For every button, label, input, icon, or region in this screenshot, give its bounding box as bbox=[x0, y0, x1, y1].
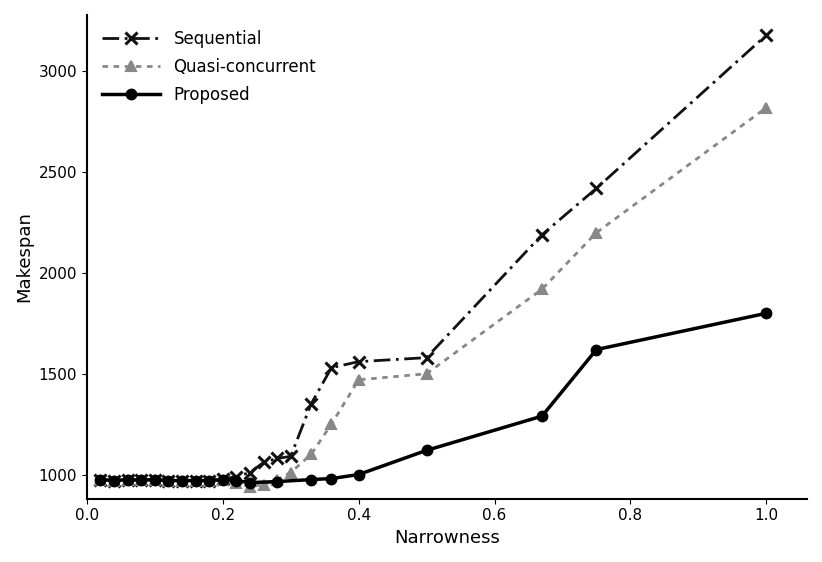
Sequential bbox=[164, 477, 173, 484]
Proposed bbox=[306, 476, 316, 483]
Legend: Sequential, Quasi-concurrent, Proposed: Sequential, Quasi-concurrent, Proposed bbox=[95, 24, 323, 111]
Sequential bbox=[232, 473, 242, 480]
Sequential bbox=[306, 401, 316, 407]
Sequential bbox=[122, 476, 132, 483]
Sequential bbox=[761, 32, 771, 39]
Sequential bbox=[422, 354, 432, 361]
Y-axis label: Makespan: Makespan bbox=[15, 211, 33, 302]
Quasi-concurrent bbox=[122, 476, 132, 483]
Proposed bbox=[122, 476, 132, 483]
X-axis label: Narrowness: Narrowness bbox=[394, 529, 500, 547]
Sequential bbox=[218, 475, 228, 482]
Quasi-concurrent bbox=[306, 451, 316, 458]
Quasi-concurrent bbox=[245, 483, 255, 490]
Sequential bbox=[150, 476, 159, 483]
Proposed bbox=[272, 478, 282, 485]
Sequential bbox=[272, 455, 282, 462]
Quasi-concurrent bbox=[177, 477, 187, 484]
Proposed bbox=[761, 310, 771, 316]
Quasi-concurrent bbox=[136, 477, 146, 483]
Proposed bbox=[353, 471, 363, 478]
Quasi-concurrent bbox=[150, 476, 159, 483]
Proposed bbox=[326, 475, 336, 482]
Proposed bbox=[537, 413, 547, 419]
Quasi-concurrent bbox=[259, 481, 269, 488]
Sequential bbox=[592, 185, 602, 192]
Sequential bbox=[191, 477, 201, 484]
Quasi-concurrent bbox=[353, 377, 363, 383]
Quasi-concurrent bbox=[218, 477, 228, 483]
Sequential bbox=[286, 453, 296, 460]
Sequential bbox=[259, 459, 269, 466]
Quasi-concurrent bbox=[761, 105, 771, 111]
Proposed bbox=[177, 477, 187, 484]
Quasi-concurrent bbox=[272, 476, 282, 483]
Proposed bbox=[592, 346, 602, 353]
Quasi-concurrent bbox=[191, 477, 201, 484]
Quasi-concurrent bbox=[164, 477, 173, 484]
Proposed bbox=[109, 477, 119, 484]
Proposed bbox=[164, 477, 173, 484]
Proposed bbox=[150, 476, 159, 483]
Quasi-concurrent bbox=[232, 479, 242, 486]
Quasi-concurrent bbox=[422, 370, 432, 377]
Line: Proposed: Proposed bbox=[95, 309, 771, 487]
Quasi-concurrent bbox=[109, 477, 119, 484]
Sequential bbox=[245, 469, 255, 476]
Sequential bbox=[136, 477, 146, 483]
Quasi-concurrent bbox=[592, 229, 602, 236]
Proposed bbox=[245, 479, 255, 486]
Sequential bbox=[109, 477, 119, 484]
Sequential bbox=[353, 359, 363, 365]
Sequential bbox=[95, 476, 105, 483]
Sequential bbox=[177, 477, 187, 484]
Line: Quasi-concurrent: Quasi-concurrent bbox=[95, 103, 771, 492]
Proposed bbox=[218, 476, 228, 483]
Proposed bbox=[204, 477, 214, 484]
Proposed bbox=[422, 447, 432, 454]
Quasi-concurrent bbox=[204, 477, 214, 484]
Line: Sequential: Sequential bbox=[95, 30, 772, 486]
Quasi-concurrent bbox=[95, 476, 105, 483]
Quasi-concurrent bbox=[286, 469, 296, 476]
Proposed bbox=[95, 476, 105, 483]
Proposed bbox=[136, 477, 146, 483]
Sequential bbox=[204, 477, 214, 484]
Quasi-concurrent bbox=[326, 421, 336, 428]
Proposed bbox=[191, 477, 201, 484]
Sequential bbox=[537, 232, 547, 238]
Quasi-concurrent bbox=[537, 285, 547, 292]
Proposed bbox=[232, 477, 242, 484]
Sequential bbox=[326, 364, 336, 371]
